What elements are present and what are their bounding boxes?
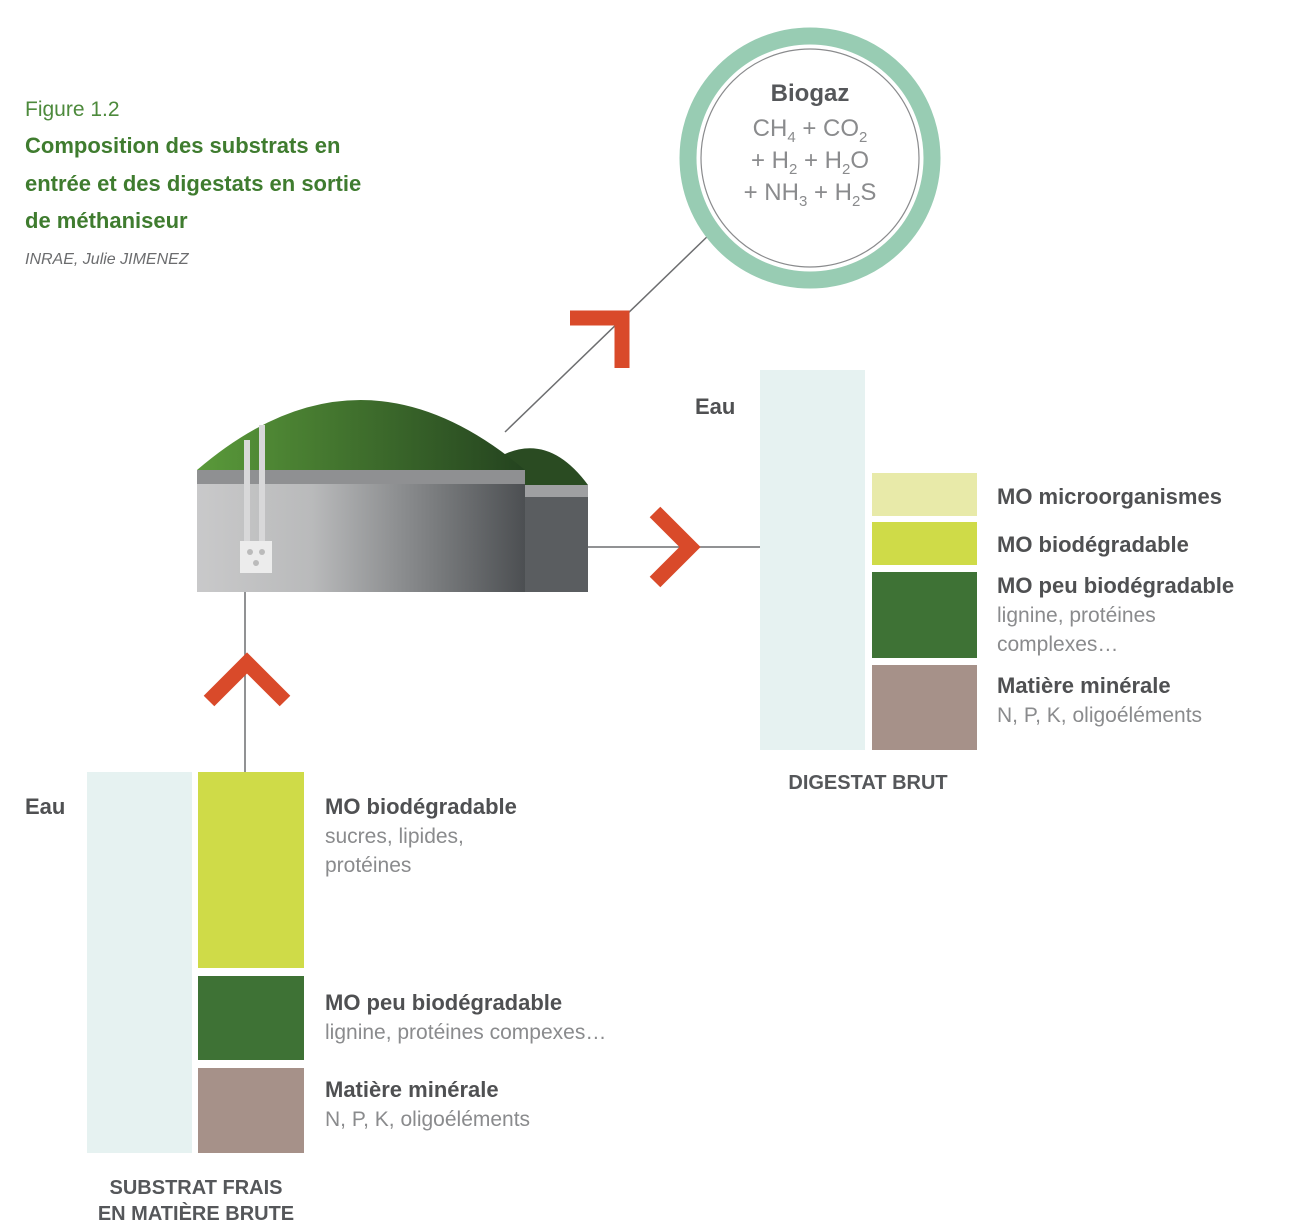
component-detail: lignine, protéines compexes… xyxy=(325,1021,606,1044)
formula-line: CH4 + CO2 xyxy=(753,115,868,146)
component-label: MO biodégradable xyxy=(325,794,517,819)
component-detail: complexes… xyxy=(997,633,1118,656)
component-bar xyxy=(198,772,304,968)
component-bar xyxy=(198,1068,304,1153)
component-label: Matière minérale xyxy=(325,1077,499,1102)
component-label: MO biodégradable xyxy=(997,532,1189,557)
figure-title: entrée et des digestats en sortie xyxy=(25,171,361,196)
formula-part: S xyxy=(860,179,876,206)
component-label: MO peu biodégradable xyxy=(325,990,562,1015)
component-bar xyxy=(198,976,304,1060)
formula-part: + H xyxy=(797,147,842,174)
subscript: 3 xyxy=(799,193,807,210)
formula-part: O xyxy=(850,147,869,174)
component-label: MO peu biodégradable xyxy=(997,573,1234,598)
water-bar xyxy=(760,370,865,750)
figure-number: Figure 1.2 xyxy=(25,98,120,121)
subscript: 4 xyxy=(787,129,795,146)
component-label: Matière minérale xyxy=(997,673,1171,698)
formula-part: CH xyxy=(753,115,788,142)
component-detail: protéines xyxy=(325,854,411,877)
subscript: 2 xyxy=(852,193,860,210)
figure-title: de méthaniseur xyxy=(25,208,188,233)
caption: DIGESTAT BRUT xyxy=(788,772,947,794)
subscript: 2 xyxy=(842,161,850,178)
formula-part: + CO xyxy=(796,115,859,142)
component-detail: sucres, lipides, xyxy=(325,825,464,848)
component-bar xyxy=(872,665,977,750)
diagram: Figure 1.2 Composition des substrats en … xyxy=(0,0,1303,1225)
credit: INRAE, Julie JIMENEZ xyxy=(25,251,190,268)
formula-part: + H xyxy=(807,179,852,206)
water-label: Eau xyxy=(25,794,65,819)
component-label: MO microorganismes xyxy=(997,484,1222,509)
component-bar xyxy=(872,572,977,658)
biogas-title: Biogaz xyxy=(771,80,850,107)
formula-line: + H2 + H2O xyxy=(751,147,869,178)
component-detail: N, P, K, oligoéléments xyxy=(997,704,1202,727)
component-detail: lignine, protéines xyxy=(997,604,1156,627)
biogas-formula: CH4 + CO2+ H2 + H2O+ NH3 + H2S xyxy=(744,115,877,210)
formula-part: + H xyxy=(751,147,789,174)
water-label: Eau xyxy=(695,394,735,419)
subscript: 2 xyxy=(859,129,867,146)
water-bar xyxy=(87,772,192,1153)
subscript: 2 xyxy=(789,161,797,178)
component-bar xyxy=(872,473,977,516)
digester xyxy=(197,400,588,592)
figure-title: Composition des substrats en xyxy=(25,133,340,158)
formula-part: + NH xyxy=(744,179,799,206)
component-detail: N, P, K, oligoéléments xyxy=(325,1108,530,1131)
caption: SUBSTRAT FRAIS xyxy=(110,1177,283,1199)
caption: EN MATIÈRE BRUTE xyxy=(98,1202,294,1225)
component-bar xyxy=(872,522,977,565)
